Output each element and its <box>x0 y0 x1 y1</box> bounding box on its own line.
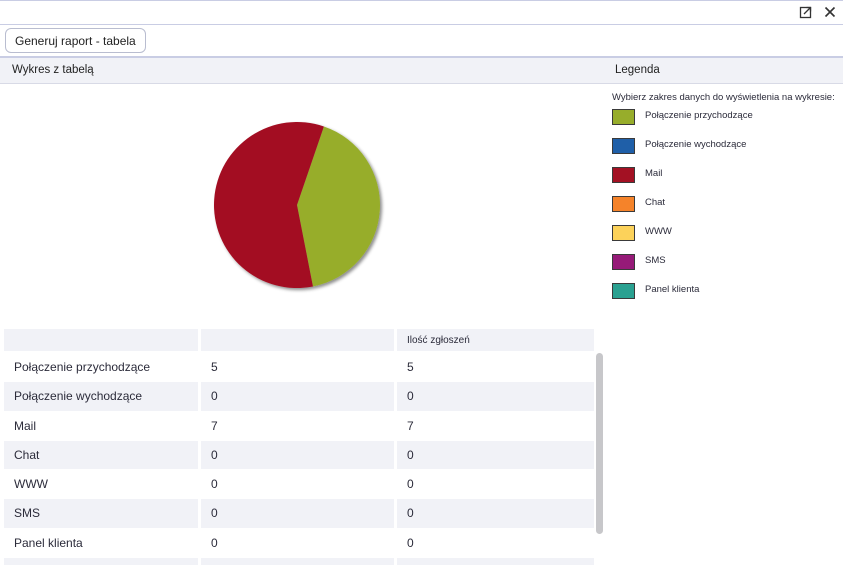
table-cell: 0 <box>201 470 397 500</box>
pie-slice[interactable] <box>297 126 380 287</box>
window-top-bar <box>0 0 843 25</box>
table-row: Panel klienta 0 0 <box>4 528 594 559</box>
toolbar: Generuj raport - tabela <box>0 25 843 58</box>
table-cell <box>201 558 397 565</box>
legend-label: Panel klienta <box>645 284 700 295</box>
legend-swatch[interactable] <box>612 137 635 154</box>
legend-swatch[interactable] <box>612 282 635 299</box>
table-cell: WWW <box>4 470 201 500</box>
popout-icon[interactable] <box>799 5 813 19</box>
legend-swatch[interactable] <box>612 166 635 183</box>
table-cell: 0 <box>397 528 594 559</box>
table-header-row: Ilość zgłoszeń <box>4 329 594 353</box>
table-header-cell <box>201 329 397 352</box>
table-cell: 7 <box>201 411 397 441</box>
legend-item[interactable]: Mail <box>612 166 837 196</box>
table-cell: 0 <box>201 382 397 412</box>
table-cell: 0 <box>397 382 594 412</box>
table-cell: 0 <box>397 470 594 500</box>
table-header-cell: Ilość zgłoszeń <box>397 329 594 352</box>
legend-item[interactable]: Chat <box>612 195 837 225</box>
table-row: Połączenie wychodzące 0 0 <box>4 382 594 412</box>
legend-section-header: Legenda <box>602 58 843 84</box>
table-row: WWW 0 0 <box>4 470 594 500</box>
legend-swatch[interactable] <box>612 195 635 212</box>
chart-section-header: Wykres z tabelą <box>0 58 602 84</box>
table-cell: 5 <box>201 353 397 383</box>
data-table: Ilość zgłoszeń Połączenie przychodzące 5 5… <box>4 329 594 565</box>
table-cell: 7 <box>397 411 594 441</box>
table-cell: 0 <box>397 499 594 529</box>
legend-label: WWW <box>645 226 672 237</box>
legend-label: SMS <box>645 255 666 266</box>
table-cell: 0 <box>397 440 594 471</box>
table-cell: 0 <box>201 499 397 529</box>
pie-slice[interactable] <box>213 121 324 288</box>
table-cell: Mail <box>4 411 201 441</box>
legend-item[interactable]: SMS <box>612 253 837 283</box>
legend-item[interactable]: Połączenie przychodzące <box>612 108 837 138</box>
table-cell: Panel klienta <box>4 528 201 559</box>
table-cell <box>397 558 594 565</box>
legend-item[interactable]: WWW <box>612 224 837 254</box>
table-row: SMS 0 0 <box>4 499 594 529</box>
legend-swatch[interactable] <box>612 108 635 125</box>
legend-label: Połączenie wychodzące <box>645 139 747 150</box>
legend-panel: Wybierz zakres danych do wyświetlenia na… <box>612 92 837 312</box>
table-row: Mail 7 7 <box>4 411 594 441</box>
close-icon[interactable] <box>823 5 837 19</box>
table-cell: 0 <box>201 440 397 471</box>
legend-swatch[interactable] <box>612 253 635 270</box>
legend-swatch[interactable] <box>612 224 635 241</box>
legend-item[interactable]: Połączenie wychodzące <box>612 137 837 167</box>
table-cell: SMS <box>4 499 201 529</box>
legend-label: Połączenie przychodzące <box>645 110 753 121</box>
table-cell: Połączenie wychodzące <box>4 382 201 412</box>
legend-label: Chat <box>645 197 666 208</box>
table-header-cell <box>4 329 201 352</box>
table-cell: 0 <box>201 528 397 559</box>
table-row: Połączenie przychodzące 5 5 <box>4 353 594 383</box>
legend-item[interactable]: Panel klienta <box>612 282 837 312</box>
table-scrollbar[interactable] <box>596 353 603 534</box>
pie-chart <box>213 121 380 288</box>
table-row <box>4 558 594 565</box>
table-row: Chat 0 0 <box>4 440 594 471</box>
legend-prompt: Wybierz zakres danych do wyświetlenia na… <box>612 92 835 103</box>
legend-label: Mail <box>645 168 663 179</box>
table-cell <box>4 558 201 565</box>
table-cell: Połączenie przychodzące <box>4 353 201 383</box>
generate-report-button[interactable]: Generuj raport - tabela <box>5 28 146 53</box>
table-cell: Chat <box>4 440 201 471</box>
table-cell: 5 <box>397 353 594 383</box>
